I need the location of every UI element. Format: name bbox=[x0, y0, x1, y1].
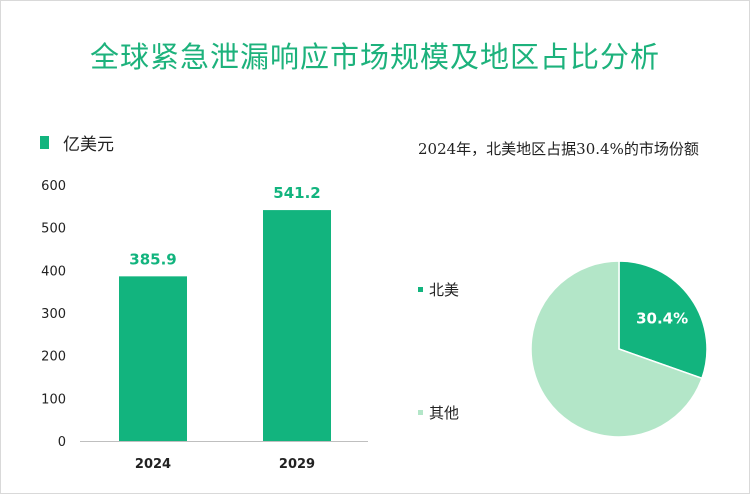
bar-2024 bbox=[119, 276, 187, 441]
pie-legend-label-other: 其他 bbox=[429, 404, 460, 422]
y-tick-label-600: 600 bbox=[41, 179, 66, 194]
pie-legend-label-north-america: 北美 bbox=[429, 281, 460, 299]
x-tick-label-2024: 2024 bbox=[135, 457, 171, 472]
y-tick-label-0: 0 bbox=[58, 435, 66, 450]
bar-2029 bbox=[263, 210, 331, 441]
bar-value-label-2024: 385.9 bbox=[129, 250, 176, 268]
pie-legend-other: 其他 bbox=[418, 402, 459, 423]
pie-legend-north-america: 北美 bbox=[418, 279, 459, 300]
pie-caption: 2024年，北美地区占据30.4%的市场份额 bbox=[418, 140, 699, 158]
y-tick-label-200: 200 bbox=[41, 350, 66, 365]
x-tick-label-2029: 2029 bbox=[279, 457, 315, 472]
pie-slice-other bbox=[530, 260, 703, 438]
chart-title: 全球紧急泄漏响应市场规模及地区占比分析 bbox=[89, 40, 660, 74]
pie-legend-swatch-other bbox=[418, 410, 423, 415]
bar-legend-label: 亿美元 bbox=[63, 135, 114, 155]
y-tick-label-300: 300 bbox=[41, 307, 66, 322]
y-tick-label-400: 400 bbox=[41, 264, 66, 279]
y-tick-label-500: 500 bbox=[41, 222, 66, 237]
pie-slice-label-north-america: 30.4% bbox=[636, 310, 688, 328]
bar-legend-swatch bbox=[40, 136, 49, 149]
bar-value-label-2029: 541.2 bbox=[273, 184, 320, 202]
y-tick-label-100: 100 bbox=[41, 392, 66, 407]
pie-legend-swatch-north-america bbox=[418, 287, 423, 292]
bar-legend: 亿美元 bbox=[40, 130, 114, 155]
pie-slice-north-america bbox=[618, 260, 708, 380]
